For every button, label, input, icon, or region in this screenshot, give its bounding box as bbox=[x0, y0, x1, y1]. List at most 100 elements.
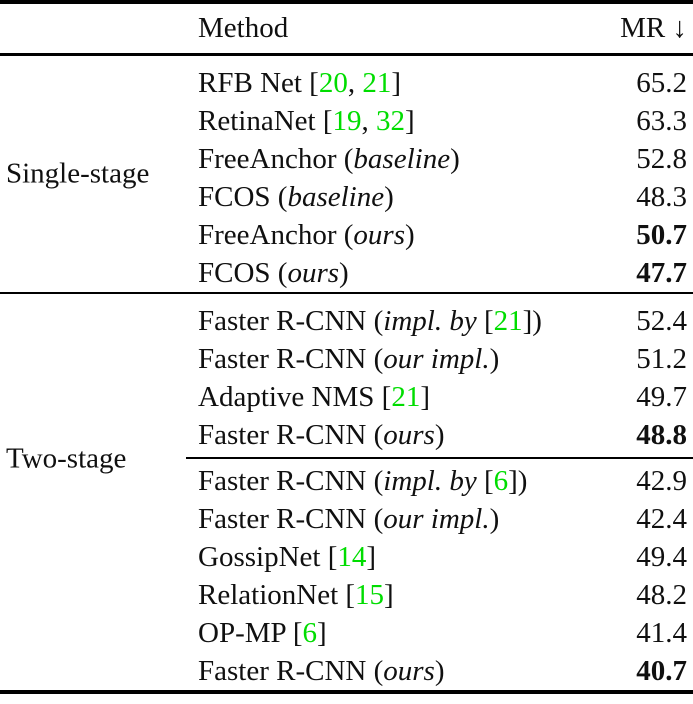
table-row: FreeAnchor (ours) 50.7 bbox=[186, 216, 693, 254]
method-cell: RetinaNet [19, 32] bbox=[186, 105, 636, 138]
method-cell: FCOS (ours) bbox=[186, 257, 636, 290]
method-cell: OP-MP [6] bbox=[186, 617, 636, 650]
table-row: Faster R-CNN (impl. by [21]) 52.4 bbox=[186, 302, 693, 340]
citation-ref[interactable]: 6 bbox=[493, 464, 509, 497]
mr-value: 49.7 bbox=[636, 380, 687, 413]
method-name-text: OP-MP [ bbox=[198, 616, 303, 649]
top-rule bbox=[0, 0, 693, 4]
table-row: FCOS (ours) 47.7 bbox=[186, 254, 693, 292]
method-name-text: Faster R-CNN ( bbox=[198, 502, 384, 535]
mr-value: 48.3 bbox=[636, 180, 687, 213]
method-cell: FreeAnchor (ours) bbox=[186, 219, 636, 252]
method-name-text: , bbox=[347, 66, 363, 99]
table-row: Faster R-CNN (our impl.) 51.2 bbox=[186, 340, 693, 378]
method-name-text: ) bbox=[339, 256, 349, 289]
mr-value: 42.4 bbox=[636, 502, 687, 535]
mr-value: 49.4 bbox=[636, 540, 687, 573]
column-header-method: Method bbox=[198, 12, 289, 44]
method-name-text: Faster R-CNN ( bbox=[198, 304, 384, 337]
method-name-text: FreeAnchor ( bbox=[198, 218, 354, 251]
table-row: Faster R-CNN (our impl.) 42.4 bbox=[186, 500, 693, 538]
method-name-text: Adaptive NMS [ bbox=[198, 380, 392, 413]
method-name-text: [ bbox=[476, 304, 494, 337]
method-cell: Faster R-CNN (impl. by [21]) bbox=[186, 305, 636, 338]
citation-ref[interactable]: 6 bbox=[302, 616, 317, 649]
rows-single-stage: RFB Net [20, 21] 65.2 RetinaNet [19, 32] 63… bbox=[186, 56, 693, 292]
section-divider-rule bbox=[0, 292, 693, 294]
table-row: Faster R-CNN (impl. by [6]) 42.9 bbox=[186, 462, 693, 500]
method-cell: Faster R-CNN (ours) bbox=[186, 655, 636, 688]
table-header-row: Method MR ↓ bbox=[0, 4, 693, 53]
header-rule bbox=[0, 53, 693, 56]
citation-ref[interactable]: 15 bbox=[355, 578, 385, 611]
bottom-rule bbox=[0, 690, 693, 694]
method-name-text: FreeAnchor ( bbox=[198, 142, 354, 175]
group-cell-single-stage: Single-stage bbox=[0, 56, 186, 292]
method-name-text: , bbox=[361, 104, 376, 137]
method-cell: RelationNet [15] bbox=[186, 579, 636, 612]
table-row: FCOS (baseline) 48.3 bbox=[186, 178, 693, 216]
citation-ref[interactable]: 19 bbox=[332, 104, 362, 137]
method-variant-label: ours bbox=[287, 256, 340, 289]
method-name-text: RetinaNet [ bbox=[198, 104, 333, 137]
method-name-text: ) bbox=[434, 654, 445, 687]
method-name-text: ] bbox=[420, 380, 430, 413]
method-cell: Adaptive NMS [21] bbox=[186, 381, 636, 414]
citation-ref[interactable]: 21 bbox=[391, 380, 421, 413]
method-name-text: ) bbox=[450, 142, 460, 175]
mr-value: 42.9 bbox=[636, 464, 687, 497]
mr-value: 50.7 bbox=[636, 218, 687, 251]
citation-ref[interactable]: 21 bbox=[493, 304, 523, 337]
table-row: FreeAnchor (baseline) 52.8 bbox=[186, 140, 693, 178]
method-variant-label: impl. by bbox=[383, 304, 477, 337]
method-variant-label: ours bbox=[353, 218, 405, 251]
method-cell: FCOS (baseline) bbox=[186, 181, 636, 214]
method-variant-label: baseline bbox=[353, 142, 451, 175]
table-row: Faster R-CNN (ours) 40.7 bbox=[186, 652, 693, 690]
citation-ref[interactable]: 21 bbox=[362, 66, 392, 99]
method-name-text: ] bbox=[391, 66, 402, 99]
method-name-text: RelationNet [ bbox=[198, 578, 356, 611]
method-name-text: ) bbox=[434, 418, 445, 451]
group-label-two-stage: Two-stage bbox=[6, 442, 127, 475]
method-variant-label: ours bbox=[383, 654, 435, 687]
table-row: Adaptive NMS [21] 49.7 bbox=[186, 378, 693, 416]
method-name-text: GossipNet [ bbox=[198, 540, 338, 573]
mr-value: 65.2 bbox=[636, 66, 687, 99]
method-variant-label: our impl. bbox=[383, 342, 490, 375]
method-variant-label: baseline bbox=[287, 180, 385, 213]
method-name-text: ] bbox=[384, 578, 394, 611]
method-name-text: ) bbox=[489, 342, 500, 375]
citation-ref[interactable]: 20 bbox=[318, 66, 348, 99]
method-cell: Faster R-CNN (our impl.) bbox=[186, 343, 636, 376]
method-name-text: ]) bbox=[508, 464, 528, 497]
mr-value: 63.3 bbox=[636, 104, 687, 137]
method-name-text: ) bbox=[405, 218, 415, 251]
method-variant-label: impl. by bbox=[383, 464, 477, 497]
method-variant-label: our impl. bbox=[383, 502, 490, 535]
method-name-text: FCOS ( bbox=[198, 180, 288, 213]
method-name-text: RFB Net [ bbox=[198, 66, 319, 99]
citation-ref[interactable]: 32 bbox=[375, 104, 405, 137]
mr-value: 41.4 bbox=[636, 616, 687, 649]
method-name-text: ] bbox=[316, 616, 327, 649]
mr-value: 52.8 bbox=[636, 142, 687, 175]
table-row: Faster R-CNN (ours) 48.8 bbox=[186, 416, 693, 454]
method-name-text: ) bbox=[489, 502, 500, 535]
table-row: OP-MP [6] 41.4 bbox=[186, 614, 693, 652]
method-name-text: [ bbox=[476, 464, 494, 497]
method-name-text: ]) bbox=[522, 304, 542, 337]
column-header-mr: MR ↓ bbox=[620, 12, 687, 44]
method-cell: Faster R-CNN (our impl.) bbox=[186, 503, 636, 536]
mr-value: 48.2 bbox=[636, 578, 687, 611]
method-name-text: Faster R-CNN ( bbox=[198, 418, 384, 451]
method-name-text: Faster R-CNN ( bbox=[198, 654, 384, 687]
method-name-text: FCOS ( bbox=[198, 256, 288, 289]
mr-value: 40.7 bbox=[636, 654, 687, 687]
method-cell: Faster R-CNN (ours) bbox=[186, 419, 636, 452]
mr-value: 47.7 bbox=[636, 256, 687, 289]
rows-two-stage: Faster R-CNN (impl. by [21]) 52.4 Faster R… bbox=[186, 294, 693, 690]
method-cell: RFB Net [20, 21] bbox=[186, 67, 636, 100]
citation-ref[interactable]: 14 bbox=[337, 540, 367, 573]
